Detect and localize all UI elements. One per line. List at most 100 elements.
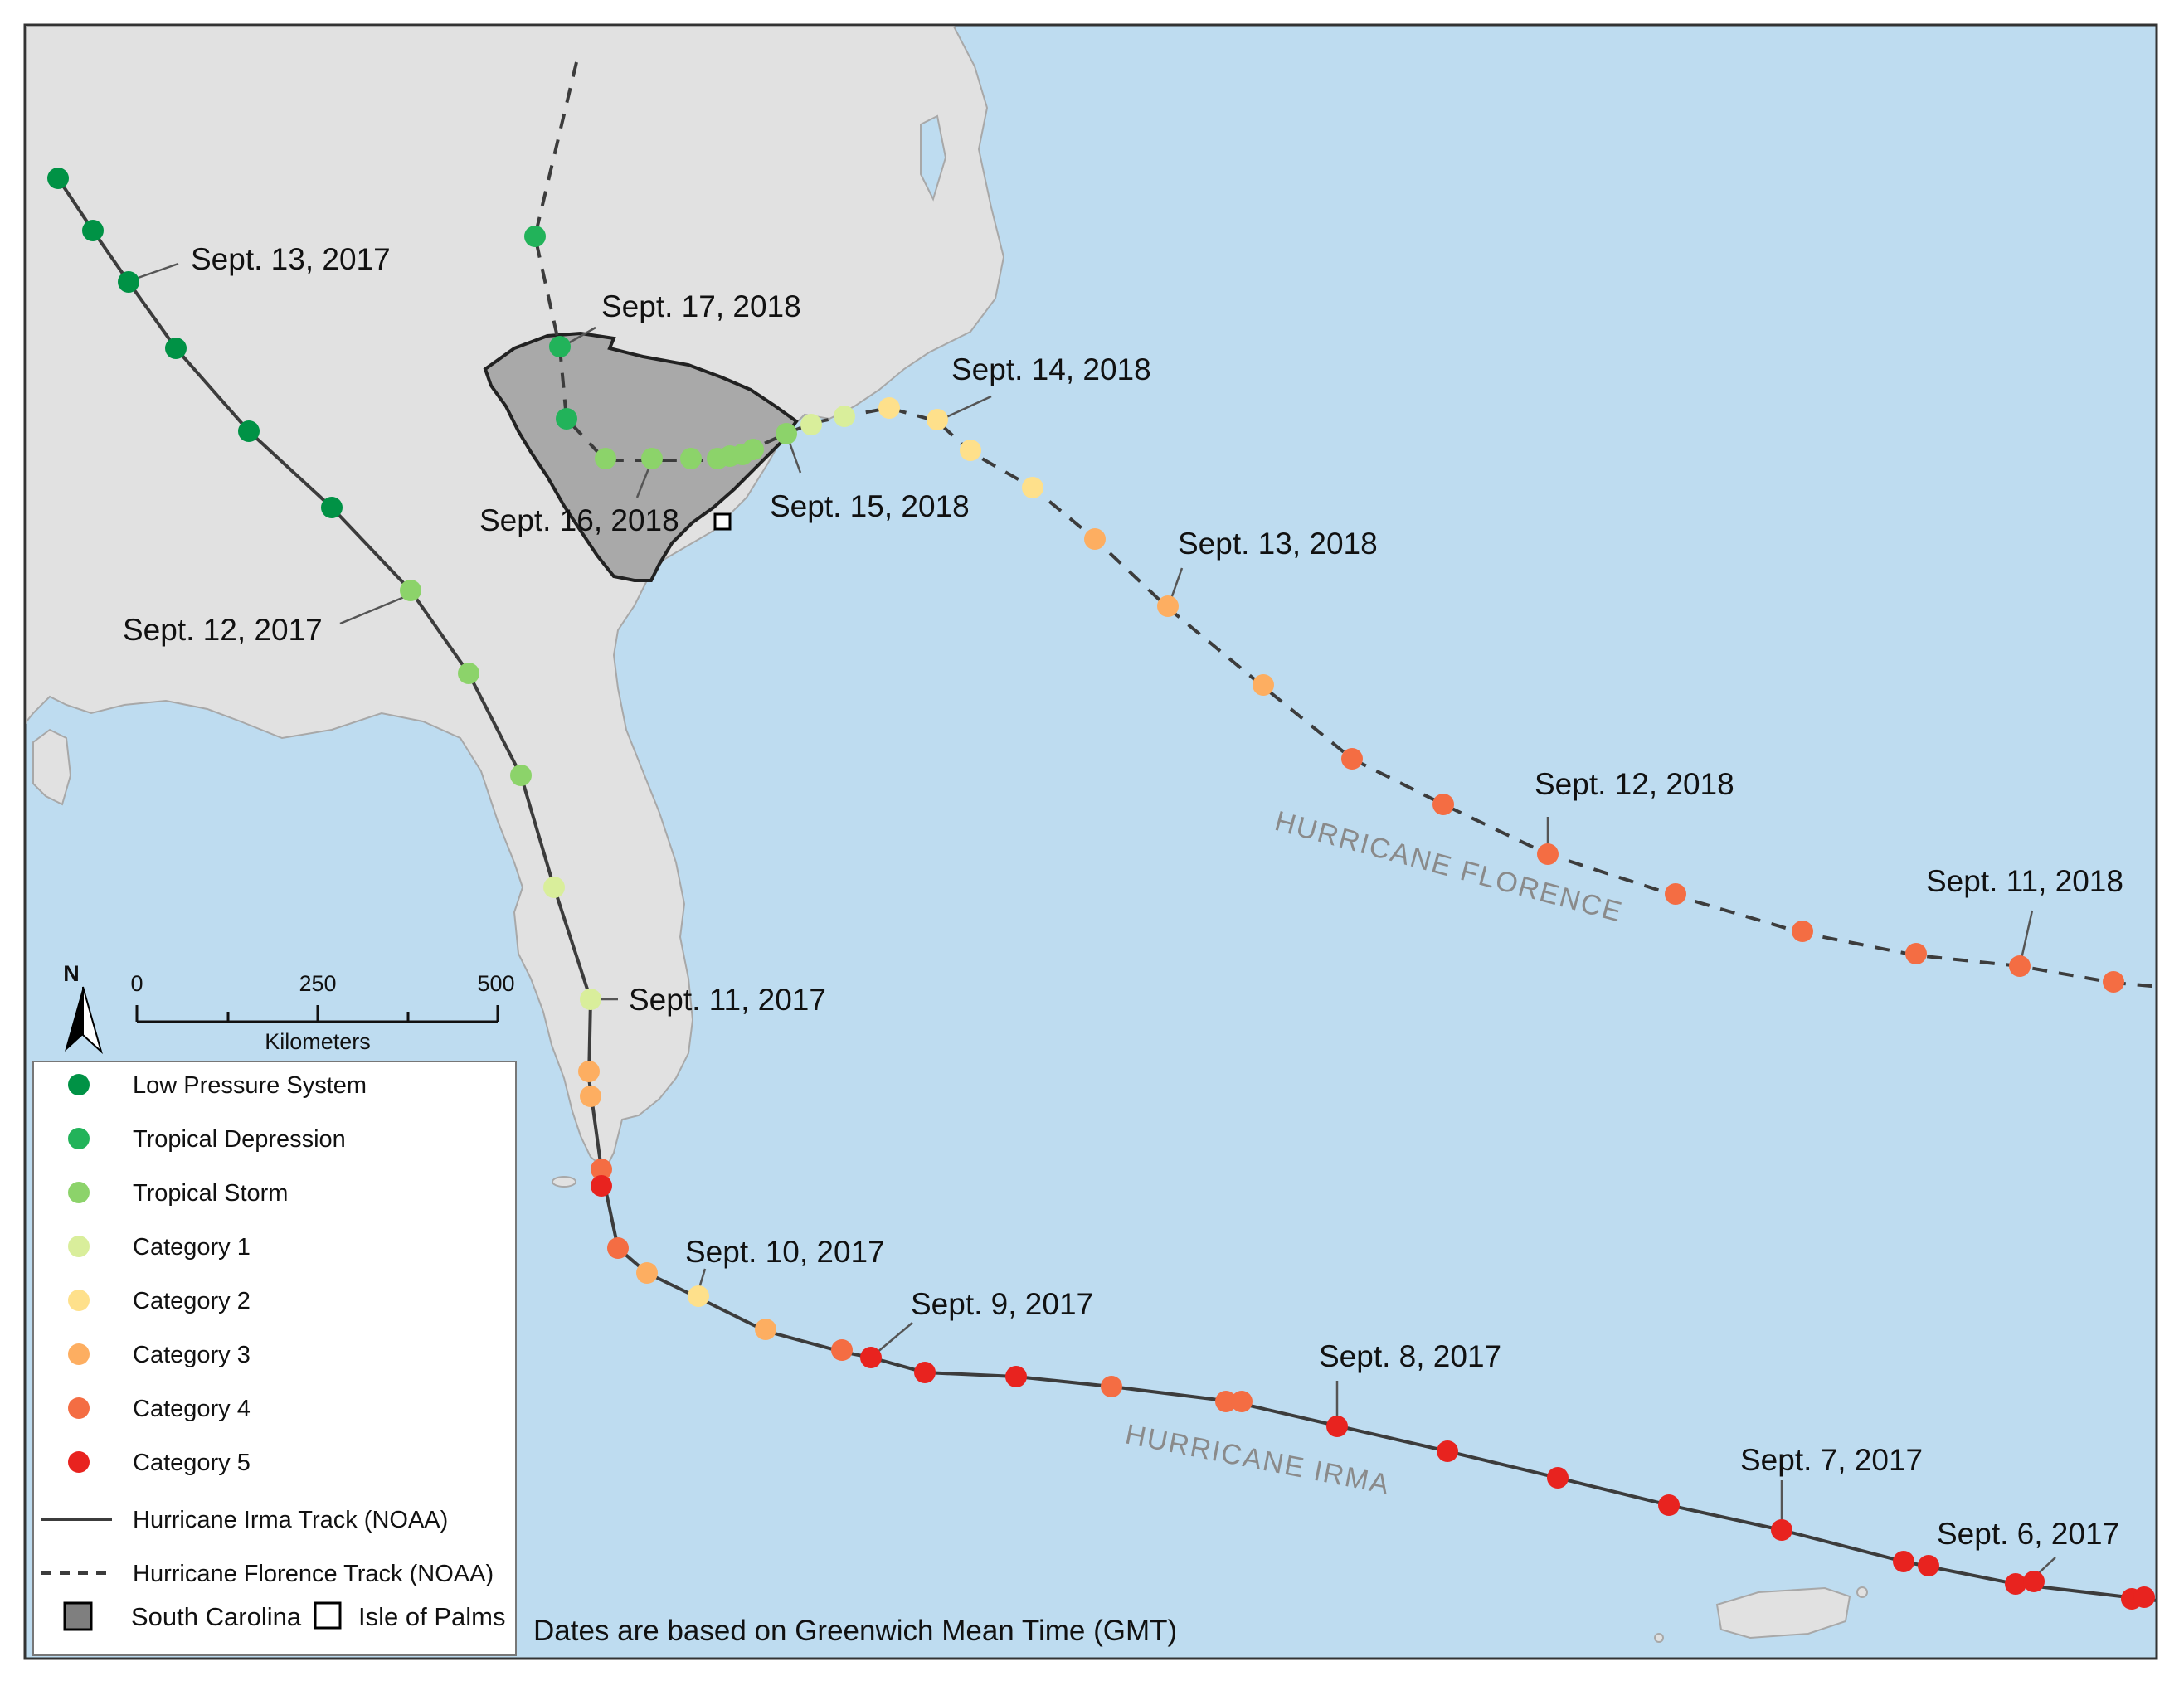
label-irma-sep10: Sept. 10, 2017 xyxy=(685,1235,885,1269)
irma-point xyxy=(238,420,260,442)
north-arrow: N xyxy=(63,961,103,1055)
florence-point xyxy=(1157,595,1179,617)
irma-point xyxy=(165,338,187,359)
florence-point xyxy=(834,406,855,427)
florence-point xyxy=(960,440,981,461)
irma-point xyxy=(1547,1467,1569,1489)
irma-point xyxy=(2023,1571,2045,1592)
legend-swatch xyxy=(68,1397,90,1419)
legend-swatch xyxy=(68,1343,90,1365)
south-carolina xyxy=(483,331,799,582)
label-florence-sep12: Sept. 12, 2018 xyxy=(1535,767,1734,801)
florence-point xyxy=(1537,843,1559,865)
irma-point xyxy=(591,1175,612,1197)
irma-point xyxy=(1215,1391,1237,1412)
label-florence-sep16: Sept. 16, 2018 xyxy=(479,503,679,537)
irma-point xyxy=(636,1262,658,1284)
legend-item-label: Category 1 xyxy=(133,1234,251,1261)
legend-item-label: Category 4 xyxy=(133,1396,251,1422)
legend-irma-track: Hurricane Irma Track (NOAA) xyxy=(133,1507,448,1533)
north-arrow-label: N xyxy=(63,961,80,986)
florence-point xyxy=(641,448,663,469)
label-florence-sep14: Sept. 14, 2018 xyxy=(951,352,1151,386)
label-florence-sep11: Sept. 11, 2018 xyxy=(1926,864,2123,898)
legend-item-label: Category 3 xyxy=(133,1342,251,1368)
irma-point xyxy=(118,271,139,293)
irma-point xyxy=(510,765,532,786)
irma-point xyxy=(831,1339,853,1361)
legend-swatch xyxy=(68,1290,90,1311)
irma-points xyxy=(47,168,2155,1610)
irma-point xyxy=(321,497,343,518)
irma-point xyxy=(688,1285,709,1307)
label-irma-sep6: Sept. 6, 2017 xyxy=(1937,1517,2119,1551)
label-florence-sep17: Sept. 17, 2018 xyxy=(601,289,801,323)
label-florence-sep15: Sept. 15, 2018 xyxy=(770,489,970,523)
florence-track-line xyxy=(533,61,2162,989)
irma-point xyxy=(1101,1376,1122,1397)
scale-unit: Kilometers xyxy=(265,1029,371,1054)
irma-point xyxy=(1326,1416,1348,1437)
small-island xyxy=(552,1176,576,1188)
label-irma-sep9: Sept. 9, 2017 xyxy=(911,1287,1093,1321)
scale-tick-0: 0 xyxy=(130,971,143,996)
irma-point xyxy=(591,1159,612,1180)
legend-box xyxy=(32,1061,517,1656)
irma-point xyxy=(580,989,601,1010)
label-irma-sep13: Sept. 13, 2017 xyxy=(191,242,391,276)
florence-point xyxy=(1341,748,1363,770)
florence-point xyxy=(1665,883,1686,905)
florence-point xyxy=(742,439,764,460)
florence-point xyxy=(1905,943,1927,964)
leader-irma-sep12 xyxy=(339,594,409,625)
irma-point xyxy=(1231,1391,1253,1412)
florence-point xyxy=(800,414,822,435)
scale-bar xyxy=(135,1005,499,1023)
scale-tick-250: 250 xyxy=(299,971,336,996)
irma-point xyxy=(458,663,479,684)
footnote: Dates are based on Greenwich Mean Time (… xyxy=(533,1615,1177,1647)
irma-point xyxy=(1771,1519,1792,1541)
legend-swatch xyxy=(68,1182,90,1203)
florence-point xyxy=(1432,794,1454,815)
legend-item-label: Tropical Depression xyxy=(133,1126,346,1153)
scale-tick-500: 500 xyxy=(477,971,514,996)
irma-point xyxy=(1893,1551,1914,1572)
florence-point xyxy=(2009,955,2031,977)
legend-item-label: Category 2 xyxy=(133,1288,251,1314)
leader-irma-sep13 xyxy=(130,262,179,282)
label-irma-sep11: Sept. 11, 2017 xyxy=(629,983,826,1017)
florence-point xyxy=(1022,477,1043,498)
legend-south-carolina: South Carolina xyxy=(131,1602,302,1631)
florence-point xyxy=(927,409,948,430)
florence-point xyxy=(2103,971,2124,993)
legend-sc-swatch xyxy=(63,1601,93,1631)
legend-florence-track: Hurricane Florence Track (NOAA) xyxy=(133,1561,494,1587)
irma-point xyxy=(400,580,421,601)
irma-point xyxy=(578,1061,600,1082)
legend-swatch xyxy=(68,1451,90,1473)
irma-point xyxy=(47,168,69,189)
small-island xyxy=(1856,1586,1868,1598)
legend-swatch xyxy=(68,1128,90,1149)
irma-point xyxy=(755,1319,776,1340)
irma-point xyxy=(543,877,565,898)
florence-point xyxy=(878,397,900,419)
puerto-rico xyxy=(1715,1586,1851,1639)
legend-swatch xyxy=(68,1236,90,1257)
irma-point xyxy=(860,1347,882,1368)
north-arrow-icon xyxy=(65,987,83,1052)
florence-point xyxy=(549,336,571,357)
label-irma-sep8: Sept. 8, 2017 xyxy=(1319,1339,1501,1373)
irma-point xyxy=(580,1086,601,1107)
legend: Low Pressure System Tropical Depression Tr… xyxy=(32,1061,517,1656)
legend-swatch xyxy=(68,1074,90,1095)
us-landmass xyxy=(26,26,1005,1171)
irma-point xyxy=(607,1237,629,1259)
irma-point xyxy=(1437,1440,1458,1462)
label-irma-sep12: Sept. 12, 2017 xyxy=(123,613,323,647)
florence-point xyxy=(776,423,797,444)
label-florence-sep13: Sept. 13, 2018 xyxy=(1178,527,1378,561)
chesapeake-bay xyxy=(920,114,947,202)
